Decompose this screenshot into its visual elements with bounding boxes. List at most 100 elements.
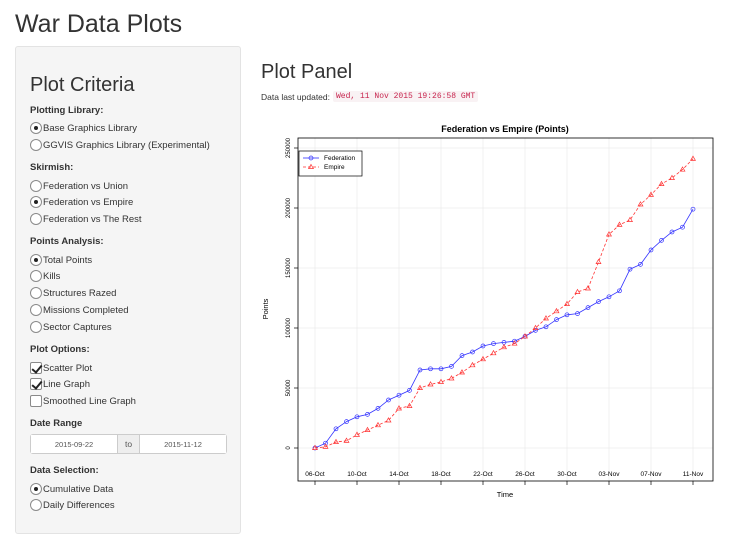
option-label: Structures Razed <box>43 287 117 299</box>
radio-ggvis[interactable]: GGVIS Graphics Library (Experimental) <box>30 138 210 152</box>
data-point-empire <box>616 221 623 227</box>
option-label: Federation vs Empire <box>43 196 134 208</box>
y-axis-label: Points <box>261 298 270 319</box>
legend-marker-federation <box>308 155 314 161</box>
radio-button[interactable] <box>30 139 42 151</box>
radio-button-selected[interactable] <box>30 483 42 495</box>
date-range-separator: to <box>117 435 140 453</box>
data-point-federation <box>333 426 339 432</box>
radio-federation-vs-empire[interactable]: Federation vs Empire <box>30 195 133 209</box>
y-tick-label: 50000 <box>286 379 292 396</box>
end-date-input[interactable] <box>140 435 226 453</box>
data-point-federation <box>470 349 475 355</box>
chart-background <box>258 118 728 518</box>
x-tick-label: 18-Oct <box>431 471 451 478</box>
x-tick-label: 11-Nov <box>683 471 704 478</box>
radio-button-selected[interactable] <box>30 254 42 266</box>
legend-label-federation: Federation <box>324 155 355 162</box>
plot-panel-title: Plot Panel <box>261 61 353 83</box>
radio-missions-completed[interactable]: Missions Completed <box>30 303 129 317</box>
date-range-input: to <box>30 434 227 454</box>
checkbox-checked[interactable] <box>30 378 42 390</box>
data-point-federation <box>638 262 643 267</box>
data-point-federation <box>407 388 412 393</box>
option-label: Federation vs The Rest <box>43 213 142 225</box>
radio-base-graphics[interactable]: Base Graphics Library <box>30 121 137 135</box>
radio-cumulative-data[interactable]: Cumulative Data <box>30 482 113 496</box>
data-point-federation <box>459 353 465 358</box>
radio-button[interactable] <box>30 270 42 282</box>
data-point-empire <box>542 315 550 321</box>
radio-button[interactable] <box>30 213 42 225</box>
data-point-empire <box>521 333 529 339</box>
data-point-empire <box>595 258 602 264</box>
data-point-empire <box>679 166 686 172</box>
radio-kills[interactable]: Kills <box>30 269 60 283</box>
data-point-empire <box>647 191 655 197</box>
data-point-federation <box>669 229 675 235</box>
option-label: Sector Captures <box>43 321 112 333</box>
x-tick-label: 14-Oct <box>389 471 409 478</box>
checkbox-checked[interactable] <box>30 362 42 374</box>
data-point-federation <box>648 247 654 253</box>
radio-federation-vs-the-rest[interactable]: Federation vs The Rest <box>30 212 142 226</box>
data-point-empire <box>574 288 581 294</box>
x-tick-label: 07-Nov <box>641 471 663 478</box>
radio-daily-differences[interactable]: Daily Differences <box>30 498 115 512</box>
option-label: Scatter Plot <box>43 362 93 374</box>
radio-button-selected[interactable] <box>30 196 42 208</box>
grid-layer <box>298 138 713 481</box>
data-point-federation <box>543 324 549 330</box>
option-label: Smoothed Line Graph <box>43 395 136 407</box>
checkbox-smoothed-line-graph[interactable]: Smoothed Line Graph <box>30 394 136 408</box>
data-point-federation <box>533 328 538 333</box>
x-tick-label: 26-Oct <box>515 471 535 478</box>
data-point-empire <box>311 444 319 450</box>
radio-total-points[interactable]: Total Points <box>30 253 92 267</box>
radio-button[interactable] <box>30 499 42 511</box>
x-tick-label: 10-Oct <box>347 471 367 478</box>
sidebar-title: Plot Criteria <box>30 74 135 96</box>
chart-legend: Federation Empire <box>298 150 363 177</box>
checkbox-scatter-plot[interactable]: Scatter Plot <box>30 361 92 375</box>
data-point-federation <box>365 412 370 417</box>
option-label: Kills <box>43 270 61 282</box>
points-chart: Federation vs Empire (Points) 0 50000 1000… <box>258 118 728 518</box>
start-date-input[interactable] <box>31 435 117 453</box>
data-point-empire <box>605 231 613 237</box>
x-axis-label: Time <box>497 490 513 499</box>
option-label: Base Graphics Library <box>43 122 137 134</box>
data-point-empire <box>374 421 382 428</box>
data-point-federation <box>396 392 402 398</box>
plotting-library-label: Plotting Library: <box>30 105 104 116</box>
data-point-federation <box>491 341 496 346</box>
data-point-federation <box>659 238 664 243</box>
data-point-federation <box>585 305 591 310</box>
data-point-federation <box>428 366 433 372</box>
radio-button[interactable] <box>30 321 42 333</box>
data-point-federation <box>627 266 633 272</box>
last-updated-timestamp: Wed, 11 Nov 2015 19:26:58 GMT <box>333 91 479 102</box>
data-point-federation <box>564 312 570 318</box>
radio-button[interactable] <box>30 180 42 192</box>
data-point-federation <box>617 288 622 294</box>
radio-sector-captures[interactable]: Sector Captures <box>30 320 112 334</box>
radio-federation-vs-union[interactable]: Federation vs Union <box>30 179 128 193</box>
data-point-federation <box>690 206 696 212</box>
data-point-federation <box>438 366 444 372</box>
date-range-label: Date Range <box>30 418 83 429</box>
plot-options-label: Plot Options: <box>30 344 90 355</box>
data-point-empire <box>469 361 476 368</box>
radio-button[interactable] <box>30 287 42 299</box>
option-label: GGVIS Graphics Library (Experimental) <box>43 139 210 151</box>
radio-structures-razed[interactable]: Structures Razed <box>30 286 116 300</box>
data-point-federation <box>575 311 580 316</box>
last-updated-label: Data last updated: <box>261 91 330 102</box>
radio-button-selected[interactable] <box>30 122 42 134</box>
checkbox-line-graph[interactable]: Line Graph <box>30 377 90 391</box>
data-point-empire <box>668 174 676 180</box>
radio-button[interactable] <box>30 304 42 316</box>
checkbox[interactable] <box>30 395 42 407</box>
y-tick-label: 250000 <box>286 137 292 158</box>
chart-title: Federation vs Empire (Points) <box>441 124 569 134</box>
